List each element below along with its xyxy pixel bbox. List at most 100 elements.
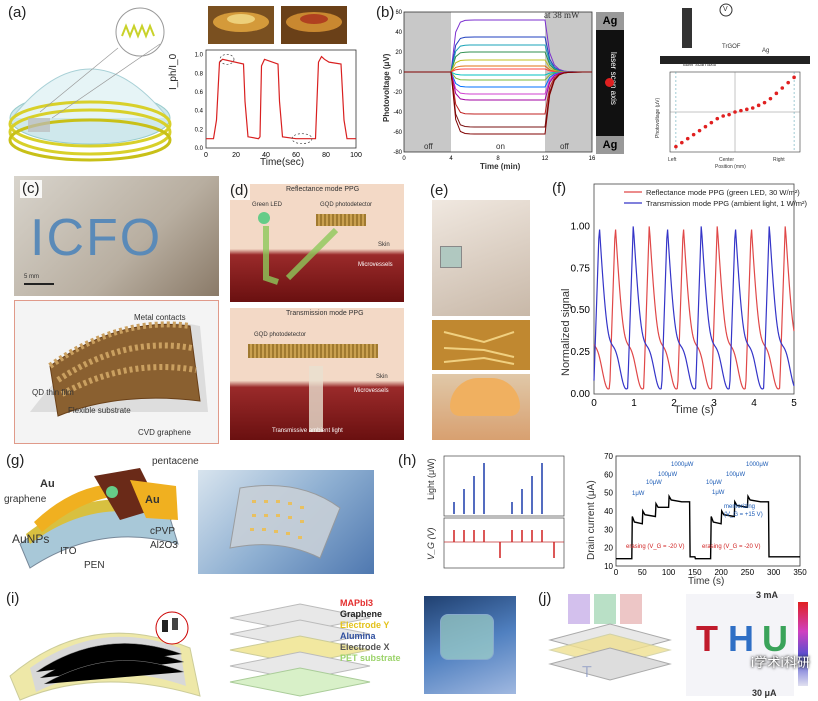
inset-v: V bbox=[723, 6, 728, 13]
a-xtick: 0 bbox=[204, 152, 208, 159]
f-series-0 bbox=[593, 226, 795, 390]
inset-point bbox=[739, 108, 743, 113]
h-memorizing: memorizing bbox=[724, 504, 756, 510]
inset-laser-body bbox=[682, 8, 692, 48]
d-ambient: Transmissive ambient light bbox=[272, 428, 343, 434]
g-pen: PEN bbox=[84, 560, 105, 571]
panel-d: (d) Reflectance mode PPG Green LED GQD p… bbox=[226, 182, 406, 444]
inset-point bbox=[762, 100, 767, 105]
h-erase1: erasing (V_G = -20 V) bbox=[626, 544, 685, 550]
d-gqd1: GQD photodetector bbox=[320, 202, 373, 208]
h-xtick: 250 bbox=[741, 568, 755, 577]
d-green-led: Green LED bbox=[252, 202, 283, 208]
d-reflect-title: Reflectance mode PPG bbox=[286, 186, 360, 193]
h-q10: 10μW bbox=[706, 480, 722, 486]
d-micro2: Microvessels bbox=[354, 388, 389, 394]
h-ytick: 10 bbox=[604, 562, 613, 571]
f-plot-frame bbox=[593, 183, 795, 395]
gqd-strip-1 bbox=[316, 214, 366, 226]
h-ytick: 40 bbox=[604, 507, 613, 516]
layer-electrode-y: Electrode Y bbox=[340, 620, 390, 630]
a-xtick: 20 bbox=[232, 152, 240, 159]
inset-point bbox=[715, 116, 720, 121]
a-ytick: 0.0 bbox=[195, 146, 204, 152]
led-dot bbox=[258, 212, 270, 224]
chart-a: 0 20 40 60 80 100 0.0 0.2 0.4 0.6 0.8 1.0 bbox=[195, 49, 362, 159]
j-letter-h: H bbox=[728, 618, 754, 659]
inset-point bbox=[703, 124, 708, 129]
a-ytick: 0.8 bbox=[195, 71, 204, 77]
inset-point bbox=[709, 120, 714, 125]
reflect-box bbox=[230, 184, 404, 302]
h-ylabel: Drain current (μA) bbox=[586, 480, 597, 560]
panel-a: (a) 0 20 40 60 80 100 0.0 0.2 0.4 0.6 0.8 1.0 Time(… bbox=[0, 0, 370, 172]
g-cpvp: cPVP bbox=[150, 526, 176, 537]
f-xlabel: Time (s) bbox=[674, 404, 714, 416]
panel-d-label: (d) bbox=[228, 182, 251, 200]
h-p1: 1μW bbox=[632, 491, 645, 497]
a-series-line bbox=[206, 55, 356, 140]
scale-bar bbox=[24, 283, 54, 285]
h-ytick: 20 bbox=[604, 544, 613, 553]
panel-b-on: on bbox=[496, 142, 505, 151]
panel-b-annotation: at 38 mW bbox=[544, 10, 580, 20]
gqd-strip-2 bbox=[248, 344, 378, 358]
inset-point bbox=[685, 136, 690, 141]
inset-center: Center bbox=[719, 157, 735, 163]
h-light-frame bbox=[443, 455, 565, 517]
h-xtick: 300 bbox=[767, 568, 781, 577]
label-cvd-graphene: CVD graphene bbox=[138, 428, 191, 437]
chart-h: 0 50 100 150 200 250 300 350 10 20 30 40 50 60 70 bbox=[443, 452, 807, 577]
layer-graphene: Graphene bbox=[340, 609, 383, 619]
inset-point bbox=[697, 128, 702, 133]
f-xtick: 4 bbox=[751, 398, 757, 409]
j-scale-top: 3 mA bbox=[756, 590, 779, 600]
panel-f: (f) 0 1 2 3 4 5 0.00 0.25 0.50 0.75 1.00 Reflectanc… bbox=[540, 176, 818, 446]
b-ytick: 40 bbox=[395, 30, 402, 36]
h-p1000: 1000μW bbox=[671, 462, 694, 468]
h-light-label: Light (μW) bbox=[426, 458, 436, 500]
wrist-device bbox=[440, 246, 462, 268]
b-ytick: 60 bbox=[395, 10, 402, 16]
g-al2o3: Al2O3 bbox=[150, 540, 178, 551]
layer-pet: PET substrate bbox=[340, 653, 401, 663]
inset-point bbox=[774, 91, 779, 96]
inset-point bbox=[768, 96, 773, 101]
f-ylabel: Normalized signal bbox=[560, 288, 572, 376]
j-letter-u: U bbox=[762, 618, 788, 659]
inset-point bbox=[745, 107, 749, 112]
icfo-logo: ICFO bbox=[30, 209, 163, 267]
a-ytick: 0.6 bbox=[195, 90, 204, 96]
panel-a-illustration bbox=[8, 6, 347, 162]
label-flexible-substrate: Flexible substrate bbox=[68, 406, 131, 415]
a-circle-1 bbox=[219, 53, 235, 65]
h-xtick: 0 bbox=[614, 568, 619, 577]
inset-point bbox=[691, 132, 696, 137]
b-xtick: 0 bbox=[402, 156, 406, 162]
h-ytick: 70 bbox=[604, 452, 613, 461]
b-ytick: -60 bbox=[393, 130, 402, 136]
b-series-14 bbox=[404, 71, 592, 135]
light-arrows bbox=[263, 226, 339, 432]
f-legend-label-1: Transmission mode PPG (ambient light, 1 … bbox=[646, 199, 808, 208]
ag-bottom: Ag bbox=[596, 136, 624, 154]
h-xtick: 150 bbox=[688, 568, 702, 577]
f-ytick: 0.00 bbox=[571, 389, 591, 400]
h-q1000: 1000μW bbox=[746, 462, 769, 468]
g-ito: ITO bbox=[60, 546, 77, 557]
b-ytick: -20 bbox=[393, 90, 402, 96]
panel-e: (e) bbox=[424, 182, 534, 444]
i-photo-film bbox=[440, 614, 494, 660]
inset-voltmeter bbox=[719, 3, 733, 17]
g-pentacene: pentacene bbox=[152, 456, 199, 467]
d-skin2: Skin bbox=[376, 374, 388, 380]
panel-b-off1: off bbox=[424, 142, 433, 151]
h-q100: 100μW bbox=[726, 472, 746, 478]
b-plot-frame bbox=[403, 11, 593, 153]
b-xtick: 16 bbox=[589, 156, 596, 162]
icfo-photo bbox=[14, 176, 219, 296]
panel-i: (i) MAPbI3 Graphene Electrode Y Alumina … bbox=[0, 588, 520, 701]
label-metal-contacts: Metal contacts bbox=[134, 313, 186, 322]
a-ytick: 0.2 bbox=[195, 127, 204, 133]
